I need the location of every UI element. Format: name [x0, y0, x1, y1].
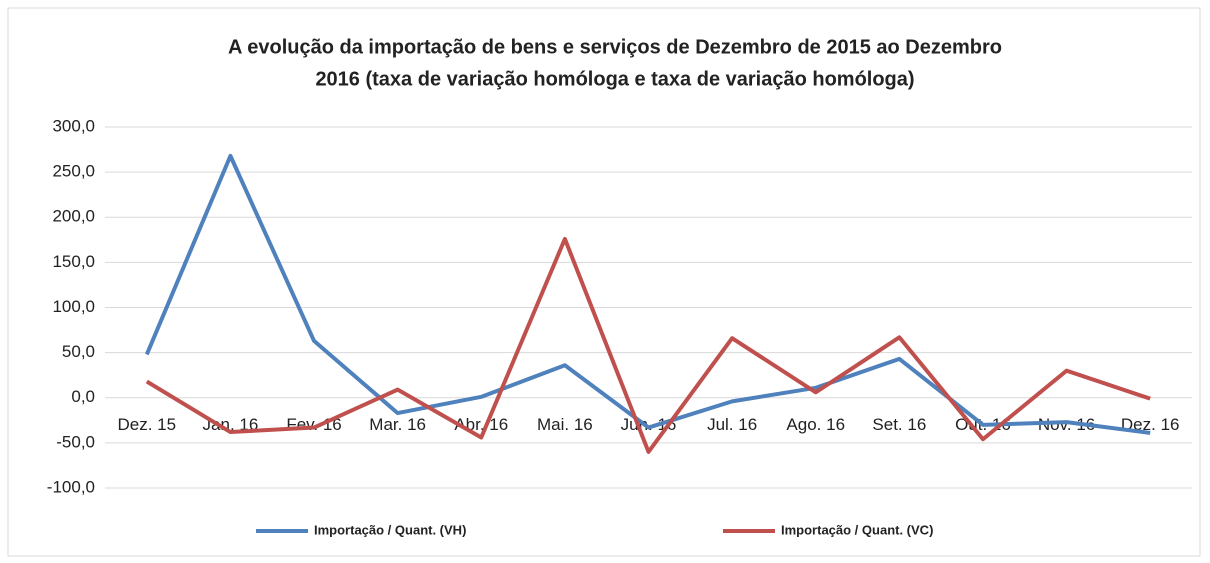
y-tick-label: 100,0 [52, 297, 95, 316]
chart-title: 2016 (taxa de variação homóloga e taxa d… [315, 68, 914, 90]
y-tick-label: 50,0 [62, 342, 95, 361]
x-tick-label: Ago. 16 [786, 415, 845, 434]
legend-label: Importação / Quant. (VC) [781, 522, 933, 537]
x-tick-label: Nov. 16 [1038, 415, 1095, 434]
x-tick-label: Dez. 15 [118, 415, 177, 434]
x-tick-label: Mai. 16 [537, 415, 593, 434]
y-tick-label: -50,0 [56, 432, 95, 451]
y-tick-label: 200,0 [52, 207, 95, 226]
y-tick-label: -100,0 [47, 477, 95, 496]
legend-label: Importação / Quant. (VH) [314, 522, 466, 537]
y-tick-label: 0,0 [71, 387, 95, 406]
series-line [144, 153, 1151, 435]
x-tick-label: Set. 16 [872, 415, 926, 434]
y-tick-label: 250,0 [52, 162, 95, 181]
y-tick-label: 300,0 [52, 116, 95, 135]
x-tick-label: Mar. 16 [369, 415, 426, 434]
chart-title: A evolução da importação de bens e servi… [228, 36, 1002, 58]
chart-frame [7, 7, 1201, 557]
y-tick-label: 150,0 [52, 252, 95, 271]
series-line [145, 236, 1151, 454]
x-tick-label: Jul. 16 [707, 415, 757, 434]
